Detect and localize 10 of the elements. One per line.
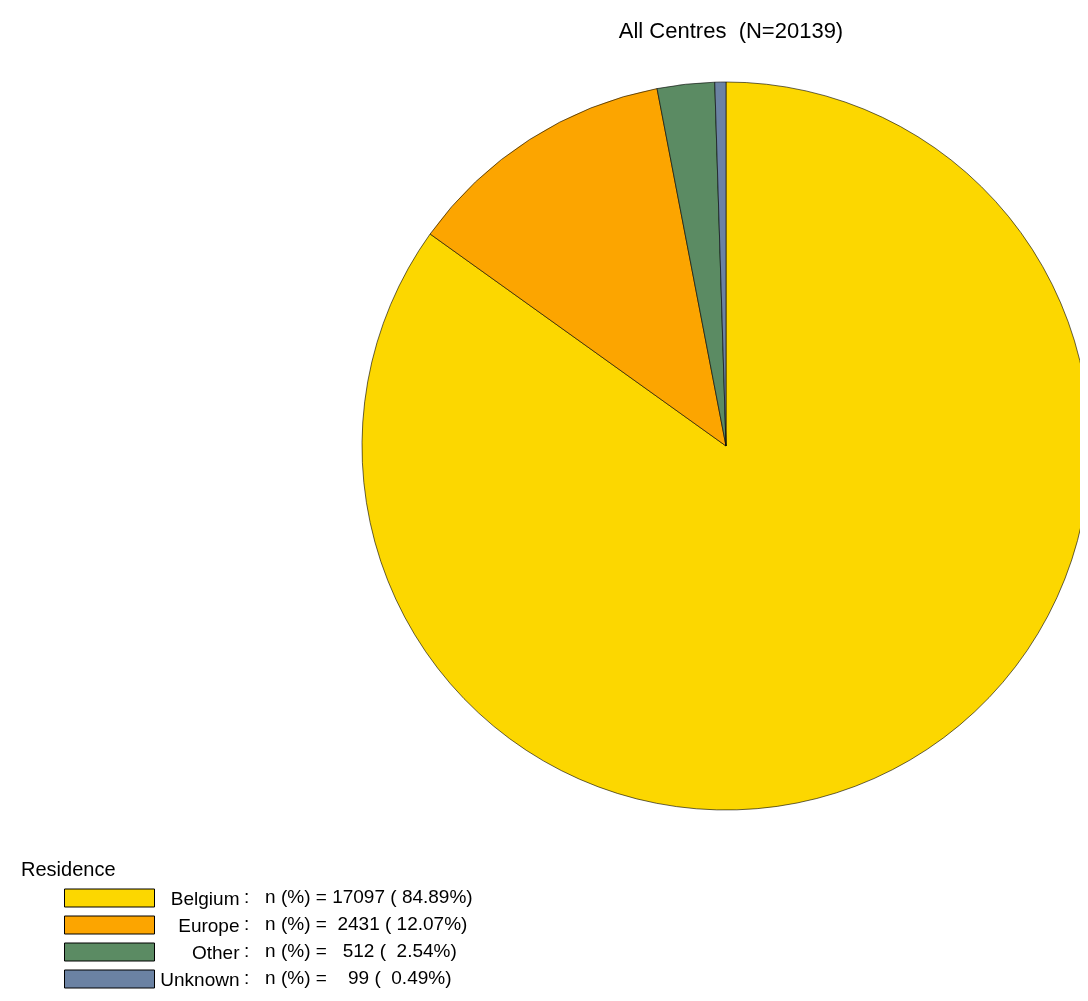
legend-label: Belgium [170,887,240,909]
data-label: : n (%) = 99 ( 0.49%) [244,967,452,988]
legend-title: Residence [21,858,116,880]
legend-label: Other [191,941,241,963]
data-label: : n (%) = 512 ( 2.54%) [244,940,457,961]
legend-label: Unknown [160,968,240,990]
chart-title: All Centres (N=20139) [618,17,844,43]
legend-label: Europe [178,914,240,936]
data-label: : n (%) = 17097 ( 84.89%) [244,886,473,907]
data-label: : n (%) = 2431 ( 12.07%) [244,913,468,934]
